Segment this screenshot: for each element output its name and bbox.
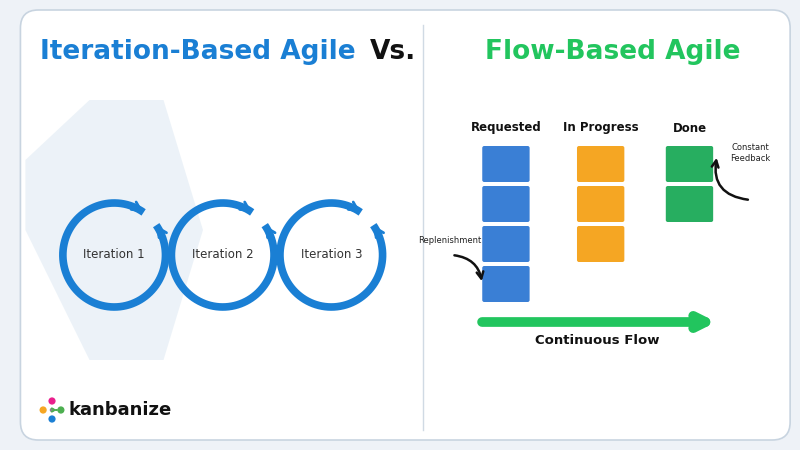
Text: Flow-Based Agile: Flow-Based Agile	[485, 39, 740, 65]
Text: Constant
Feedback: Constant Feedback	[730, 143, 770, 163]
Circle shape	[49, 398, 55, 404]
FancyBboxPatch shape	[577, 186, 624, 222]
FancyBboxPatch shape	[482, 146, 530, 182]
FancyBboxPatch shape	[482, 266, 530, 302]
FancyBboxPatch shape	[482, 226, 530, 262]
Text: Iteration 1: Iteration 1	[83, 248, 145, 261]
Text: kanbanize: kanbanize	[69, 401, 172, 419]
Text: Iteration 3: Iteration 3	[301, 248, 362, 261]
FancyBboxPatch shape	[577, 146, 624, 182]
Circle shape	[49, 416, 55, 422]
FancyBboxPatch shape	[577, 226, 624, 262]
Polygon shape	[26, 100, 203, 360]
Text: Iteration-Based Agile: Iteration-Based Agile	[40, 39, 356, 65]
Text: Vs.: Vs.	[370, 39, 417, 65]
Circle shape	[58, 407, 64, 413]
Text: Done: Done	[673, 122, 706, 135]
FancyBboxPatch shape	[666, 146, 713, 182]
FancyBboxPatch shape	[21, 10, 790, 440]
FancyBboxPatch shape	[666, 186, 713, 222]
Text: Continuous Flow: Continuous Flow	[535, 333, 660, 346]
Text: Replenishment: Replenishment	[418, 236, 482, 245]
FancyBboxPatch shape	[482, 186, 530, 222]
Circle shape	[50, 409, 54, 412]
Text: Requested: Requested	[470, 122, 542, 135]
Text: Iteration 2: Iteration 2	[192, 248, 254, 261]
Circle shape	[40, 407, 46, 413]
Text: In Progress: In Progress	[563, 122, 638, 135]
